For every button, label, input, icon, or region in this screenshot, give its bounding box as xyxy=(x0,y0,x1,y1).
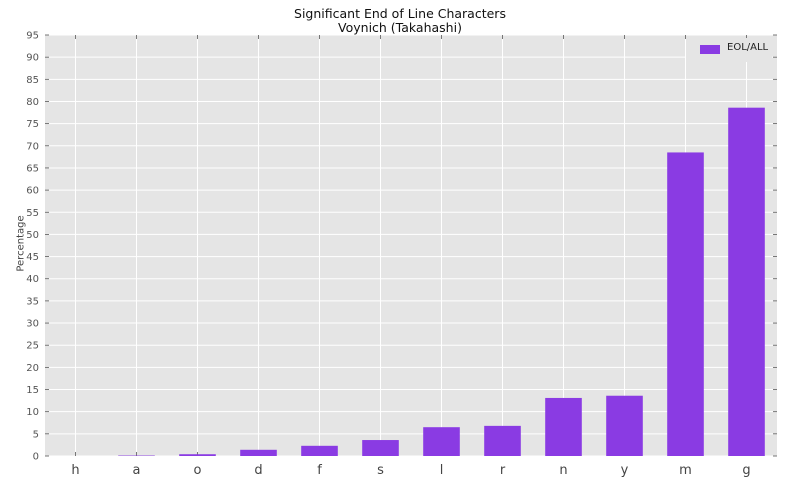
bar-r xyxy=(484,425,521,456)
x-tick-label: g xyxy=(742,463,750,478)
plot-area xyxy=(45,35,777,456)
chart-subtitle: Voynich (Takahashi) xyxy=(338,20,462,35)
y-tick-label: 5 xyxy=(33,429,39,440)
legend-label: EOL/ALL xyxy=(727,42,769,53)
y-tick-label: 70 xyxy=(26,141,39,152)
y-tick-label: 85 xyxy=(26,75,39,86)
y-tick-label: 55 xyxy=(26,208,39,219)
y-tick-label: 20 xyxy=(26,363,39,374)
y-tick-label: 35 xyxy=(26,296,39,307)
y-tick-label: 30 xyxy=(26,319,39,330)
bar-s xyxy=(362,440,399,456)
bar-m xyxy=(667,152,704,457)
y-tick-label: 45 xyxy=(26,252,39,263)
y-tick-label: 40 xyxy=(26,274,39,285)
x-tick-label: d xyxy=(254,463,262,478)
y-tick-label: 15 xyxy=(26,385,39,396)
y-tick-label: 50 xyxy=(26,230,39,241)
bar-y xyxy=(606,395,643,456)
x-tick-label: s xyxy=(377,463,384,478)
y-tick-label: 95 xyxy=(26,31,39,42)
y-tick-label: 25 xyxy=(26,341,39,352)
bar-o xyxy=(179,454,216,456)
x-tick-label: h xyxy=(71,463,79,478)
legend: EOL/ALL xyxy=(686,38,772,62)
x-tick-label: f xyxy=(317,463,322,478)
y-tick-label: 80 xyxy=(26,97,39,108)
x-tick-label: o xyxy=(194,463,202,478)
bar-d xyxy=(240,449,277,456)
bar-g xyxy=(728,107,765,457)
y-tick-label: 65 xyxy=(26,163,39,174)
y-tick-label: 75 xyxy=(26,119,39,130)
bar-f xyxy=(301,445,338,456)
x-tick-label: n xyxy=(559,463,567,478)
x-tick-label: y xyxy=(621,463,629,478)
x-tick-label: r xyxy=(500,463,506,478)
y-tick-label: 10 xyxy=(26,407,39,418)
legend-swatch xyxy=(700,45,720,54)
y-tick-label: 90 xyxy=(26,53,39,64)
y-tick-label: 0 xyxy=(33,452,39,463)
y-tick-label: 60 xyxy=(26,186,39,197)
bar-l xyxy=(423,427,460,456)
chart-title: Significant End of Line Characters xyxy=(294,6,506,21)
x-tick-label: a xyxy=(133,463,141,478)
x-tick-label: m xyxy=(679,463,692,478)
bar-n xyxy=(545,397,582,456)
x-tick-label: l xyxy=(440,463,444,478)
